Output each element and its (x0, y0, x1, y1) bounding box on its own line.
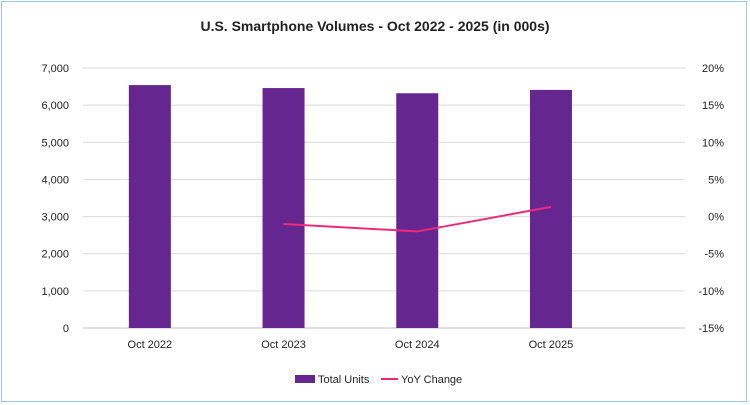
legend-label-yoy-change: YoY Change (401, 374, 462, 386)
bar-total-units (396, 93, 439, 328)
left-axis-tick-label: 1,000 (41, 286, 69, 298)
x-axis-tick-label: Oct 2022 (128, 339, 173, 351)
right-axis-tick-label: -10% (698, 286, 724, 298)
chart-title: U.S. Smartphone Volumes - Oct 2022 - 202… (200, 18, 549, 34)
left-axis-tick-label: 6,000 (41, 100, 69, 112)
right-axis-tick-label: -5% (704, 249, 724, 261)
x-axis-tick-label: Oct 2025 (529, 339, 574, 351)
left-axis-tick-label: 3,000 (41, 212, 69, 224)
legend-swatch-total-units (295, 375, 315, 383)
left-axis-tick-label: 5,000 (41, 137, 69, 149)
right-axis-tick-label: 10% (702, 137, 724, 149)
left-axis-tick-label: 4,000 (41, 174, 69, 186)
legend: Total Units YoY Change (295, 374, 462, 386)
right-axis-tick-label: 15% (702, 100, 724, 112)
left-axis-tick-label: 2,000 (41, 249, 69, 261)
right-axis-tick-label: 5% (708, 174, 724, 186)
legend-label-total-units: Total Units (318, 374, 370, 386)
x-axis-tick-label: Oct 2023 (261, 339, 306, 351)
left-axis-tick-label: 0 (63, 323, 69, 335)
right-axis-tick-label: -15% (698, 323, 724, 335)
right-axis-tick-label: 0% (708, 212, 724, 224)
left-axis-tick-label: 7,000 (41, 63, 69, 75)
bar-total-units (262, 88, 305, 328)
right-axis-tick-label: 20% (702, 63, 724, 75)
bar-total-units (128, 85, 171, 328)
x-axis-tick-label: Oct 2024 (395, 339, 440, 351)
